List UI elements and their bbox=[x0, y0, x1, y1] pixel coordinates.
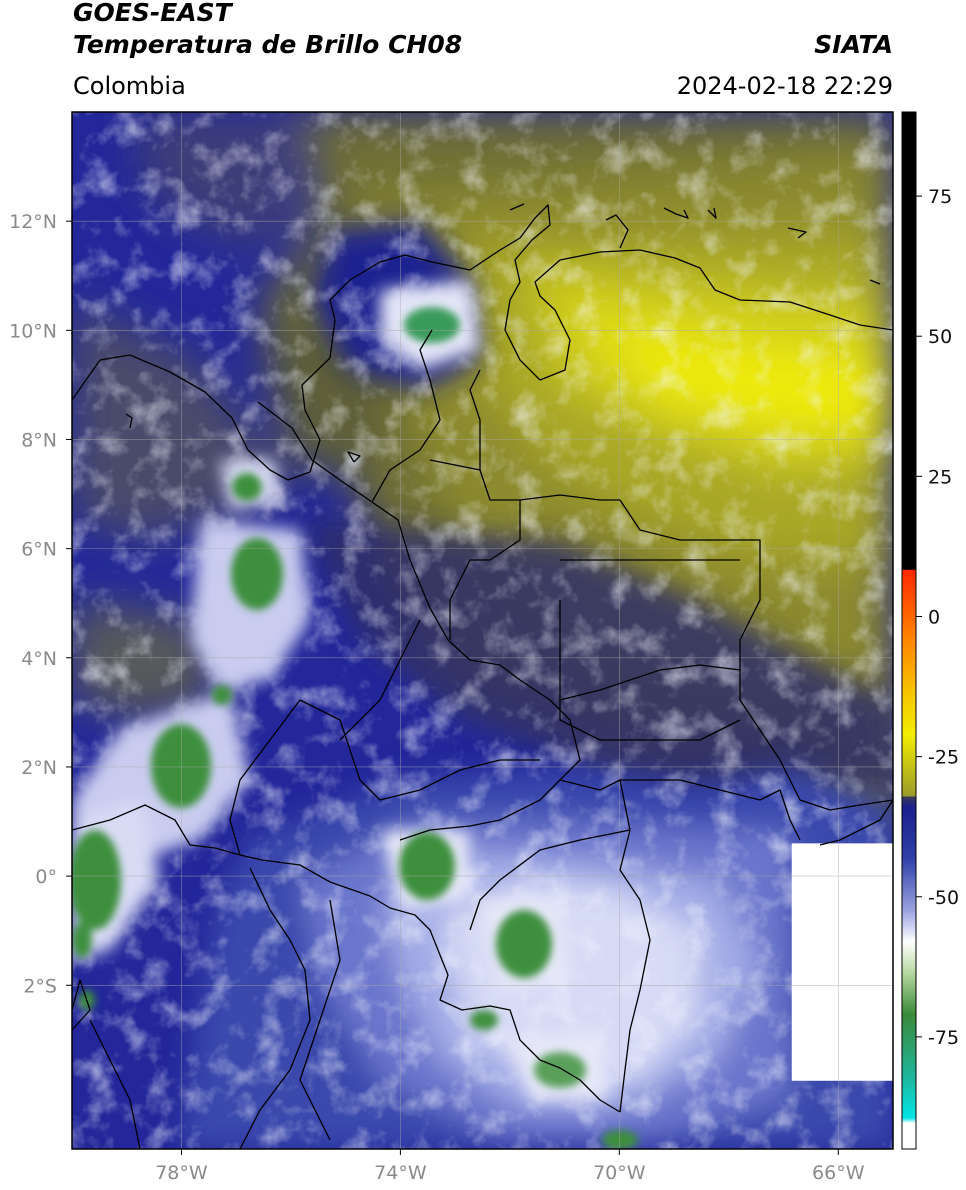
agency-label: SIATA bbox=[814, 30, 893, 59]
longitude-label: 70°W bbox=[593, 1162, 646, 1184]
colorbar-ramp bbox=[901, 111, 917, 1150]
datetime-label: 2024-02-18 22:29 bbox=[676, 72, 893, 100]
colorbar-tick-label: -25 bbox=[928, 747, 959, 769]
latitude-labels: 12°N 10°N 8°N 6°N 4°N 2°N 0° 2°S bbox=[9, 211, 72, 997]
latitude-label: 4°N bbox=[21, 648, 57, 670]
longitude-label: 66°W bbox=[812, 1162, 865, 1184]
latitude-label: 6°N bbox=[21, 539, 57, 561]
longitude-labels: 78°W 74°W 70°W 66°W bbox=[155, 1149, 865, 1184]
colorbar-tick-label: 50 bbox=[928, 326, 952, 348]
colorbar-tick-label: 0 bbox=[928, 606, 940, 628]
latitude-label: 2°N bbox=[21, 757, 57, 779]
longitude-label: 74°W bbox=[374, 1162, 427, 1184]
latitude-label: 10°N bbox=[9, 320, 57, 342]
latitude-label: 12°N bbox=[9, 211, 57, 233]
colorbar-tick-label: -50 bbox=[928, 887, 959, 909]
map-raster bbox=[72, 112, 893, 1149]
latitude-label: 8°N bbox=[21, 429, 57, 451]
colorbar-tick-label: -75 bbox=[928, 1027, 959, 1049]
latitude-label: 2°S bbox=[23, 975, 57, 997]
no-data-patch bbox=[791, 843, 893, 1081]
product-title: Temperatura de Brillo CH08 bbox=[73, 30, 463, 59]
latitude-label: 0° bbox=[35, 866, 57, 888]
colorbar: 75 50 25 0 -25 -50 -75 bbox=[901, 111, 959, 1150]
colorbar-tick-label: 75 bbox=[928, 186, 952, 208]
convective-cores bbox=[72, 307, 638, 1149]
coastlines-borders bbox=[72, 203, 893, 1149]
satellite-title: GOES-EAST bbox=[73, 0, 232, 27]
map-gridlines bbox=[72, 112, 893, 1149]
longitude-label: 78°W bbox=[155, 1162, 208, 1184]
region-label: Colombia bbox=[73, 72, 186, 100]
map-frame bbox=[71, 111, 894, 1150]
colorbar-tick-label: 25 bbox=[928, 466, 952, 488]
